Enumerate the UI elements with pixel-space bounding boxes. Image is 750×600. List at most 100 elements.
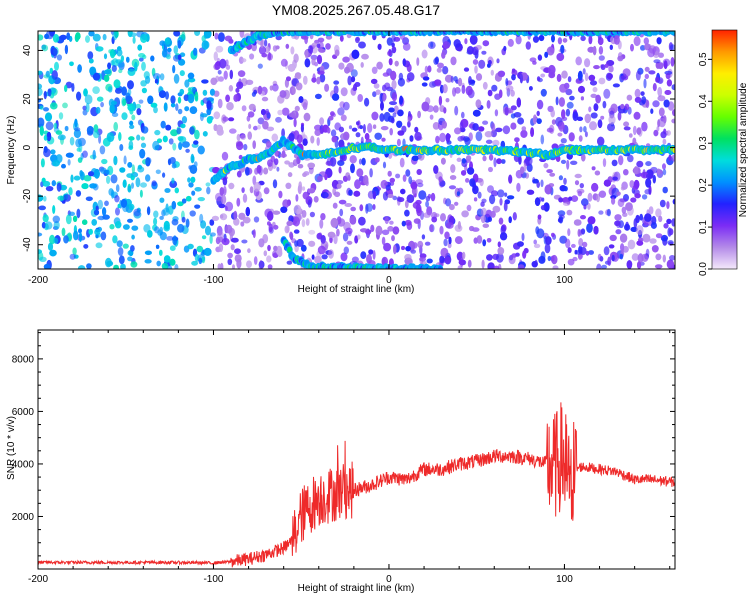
heatmap-cell bbox=[568, 196, 573, 201]
heatmap-cell bbox=[453, 39, 461, 48]
heatmap-cell bbox=[310, 135, 315, 144]
heatmap-cell bbox=[263, 187, 270, 195]
heatmap-cell bbox=[147, 95, 154, 105]
heatmap-cell bbox=[521, 126, 527, 131]
heatmap-cell bbox=[491, 84, 498, 92]
heatmap-cell bbox=[44, 33, 49, 40]
heatmap-cell bbox=[630, 197, 637, 203]
heatmap-cell bbox=[233, 210, 238, 220]
heatmap-cell bbox=[580, 35, 586, 42]
heatmap-cell bbox=[115, 59, 123, 64]
heatmap-cell bbox=[387, 170, 392, 177]
heatmap-cell bbox=[397, 77, 405, 87]
heatmap-cell bbox=[251, 91, 256, 97]
heatmap-cell bbox=[249, 53, 255, 60]
heatmap-cell bbox=[253, 125, 258, 131]
heatmap-cell bbox=[658, 215, 663, 223]
heatmap-cell bbox=[236, 170, 242, 178]
heatmap-cell bbox=[645, 248, 650, 257]
heatmap-cell bbox=[620, 75, 629, 81]
heatmap-cell bbox=[485, 139, 493, 144]
heatmap-cell bbox=[557, 37, 563, 45]
heatmap-cell bbox=[657, 95, 666, 102]
heatmap-cell bbox=[205, 225, 211, 236]
heatmap-cell bbox=[614, 214, 622, 221]
heatmap-cell bbox=[533, 239, 537, 245]
heatmap-cell bbox=[662, 168, 667, 176]
heatmap-cell bbox=[457, 77, 463, 87]
heatmap-cell bbox=[82, 219, 88, 225]
heatmap-cell bbox=[487, 89, 493, 97]
heatmap-cell bbox=[551, 143, 559, 150]
heatmap-cell bbox=[566, 101, 574, 109]
heatmap-cell bbox=[608, 115, 616, 125]
heatmap-cell bbox=[45, 70, 50, 78]
heatmap-cell bbox=[594, 170, 601, 176]
heatmap-cell bbox=[244, 166, 250, 176]
heatmap-cell bbox=[379, 113, 385, 122]
heatmap-cell bbox=[58, 112, 64, 120]
heatmap-cell bbox=[227, 258, 233, 265]
heatmap-cell bbox=[487, 63, 491, 68]
heatmap-cell bbox=[285, 182, 292, 189]
heatmap-cell bbox=[201, 79, 209, 84]
heatmap-cell bbox=[292, 159, 298, 167]
heatmap-cell bbox=[435, 135, 440, 144]
colorbar-tick-label: 0.5 bbox=[698, 52, 709, 66]
heatmap-cell bbox=[119, 144, 124, 151]
heatmap-cell bbox=[350, 69, 358, 78]
heatmap-cell bbox=[56, 182, 62, 192]
heatmap-cell bbox=[175, 103, 179, 111]
heatmap-cell bbox=[316, 76, 321, 85]
heatmap-cell bbox=[525, 41, 531, 50]
heatmap-cell bbox=[373, 83, 380, 89]
heatmap-cell bbox=[202, 131, 208, 137]
heatmap-cell bbox=[225, 224, 233, 234]
heatmap-cell bbox=[93, 124, 99, 133]
heatmap-cell bbox=[316, 232, 323, 240]
heatmap-cell bbox=[274, 158, 279, 166]
heatmap-cell bbox=[566, 159, 570, 170]
heatmap-cell bbox=[611, 159, 618, 167]
heatmap-cell bbox=[115, 184, 120, 193]
heatmap-cell bbox=[390, 117, 395, 124]
heatmap-cell bbox=[359, 204, 364, 212]
heatmap-cell bbox=[68, 187, 73, 196]
heatmap-cell bbox=[456, 157, 462, 162]
heatmap-cell bbox=[262, 120, 269, 130]
heatmap-cell bbox=[645, 173, 654, 180]
heatmap-cell bbox=[73, 230, 79, 241]
heatmap-cell bbox=[112, 31, 118, 41]
heatmap-cell bbox=[368, 249, 374, 255]
heatmap-cell bbox=[386, 37, 393, 46]
heatmap-cell bbox=[619, 253, 624, 260]
heatmap-cell bbox=[330, 217, 339, 228]
heatmap-cell bbox=[280, 206, 288, 213]
heatmap-cell bbox=[601, 264, 607, 269]
heatmap-cell bbox=[482, 239, 487, 247]
heatmap-cell bbox=[652, 83, 657, 92]
heatmap-cell bbox=[267, 244, 271, 252]
heatmap-cell bbox=[261, 96, 269, 102]
heatmap-cell bbox=[649, 238, 657, 244]
heatmap-cell bbox=[377, 43, 382, 50]
heatmap-cell bbox=[389, 101, 397, 106]
heatmap-cell bbox=[74, 118, 78, 128]
heatmap-cell bbox=[76, 208, 81, 219]
heatmap-cell bbox=[185, 218, 190, 228]
heatmap-cell bbox=[354, 179, 361, 190]
heatmap-cell bbox=[122, 243, 129, 249]
heatmap-cell bbox=[145, 157, 151, 167]
heatmap-cell bbox=[108, 188, 114, 196]
heatmap-cell bbox=[342, 101, 350, 111]
heatmap-cell bbox=[197, 197, 205, 202]
heatmap-cell bbox=[497, 70, 506, 78]
heatmap-cell bbox=[92, 33, 101, 42]
heatmap-cell bbox=[516, 241, 524, 247]
heatmap-cell bbox=[263, 39, 268, 47]
heatmap-cell bbox=[191, 260, 199, 266]
heatmap-cell bbox=[239, 31, 245, 38]
heatmap-cell bbox=[91, 219, 97, 226]
heatmap-cell bbox=[416, 169, 422, 175]
heatmap-cell bbox=[257, 63, 263, 69]
